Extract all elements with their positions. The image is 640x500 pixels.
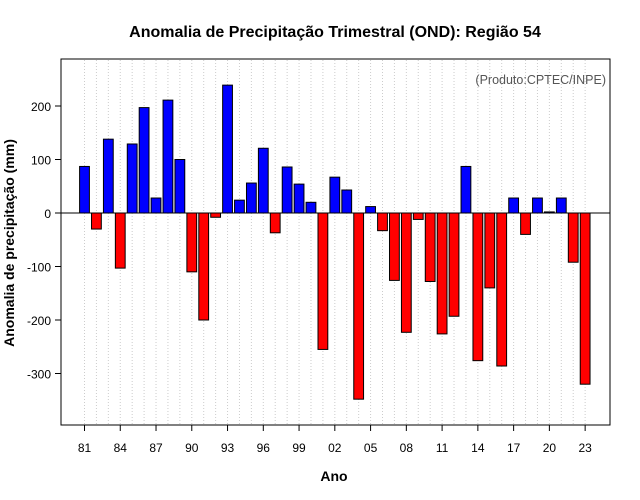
x-tick-label: 11 <box>436 441 449 455</box>
bar-96 <box>257 147 269 214</box>
bar-81 <box>79 165 90 214</box>
bar-09 <box>412 212 424 220</box>
x-tick-label: 93 <box>221 441 235 455</box>
x-tick-label: 02 <box>328 441 342 455</box>
bar-98 <box>281 166 293 214</box>
x-tick-label: 96 <box>257 441 271 455</box>
x-tick-label: 99 <box>292 441 306 455</box>
bar-97 <box>269 212 281 234</box>
bar-95 <box>245 182 257 214</box>
x-axis: 81 84 87 90 93 96 99 02 05 08 11 14 17 20 23 <box>78 425 592 455</box>
bar-10 <box>424 212 436 282</box>
bar-94 <box>234 199 245 214</box>
x-tick-label: 87 <box>149 441 163 455</box>
bar-08 <box>400 212 412 333</box>
x-axis-label: Ano <box>320 468 347 484</box>
y-tick-label: 0 <box>44 207 51 221</box>
x-tick-label: 08 <box>400 441 414 455</box>
bar-02 <box>329 176 341 214</box>
x-tick-label: 90 <box>185 441 199 455</box>
bar-14 <box>472 212 484 362</box>
bar-15 <box>484 212 496 289</box>
y-tick-label: -200 <box>27 314 51 328</box>
y-axis: -300 -200 -100 0 100 200 <box>27 100 61 382</box>
bar-83 <box>102 138 114 214</box>
bar-90 <box>186 212 198 273</box>
bar-11 <box>436 212 448 335</box>
bar-22 <box>567 212 579 263</box>
y-tick-label: -100 <box>27 261 51 275</box>
bar-86 <box>138 107 150 214</box>
x-tick-label: 81 <box>78 441 92 455</box>
bar-16 <box>496 212 508 367</box>
y-tick-label: 200 <box>31 100 51 114</box>
bar-03 <box>341 189 353 214</box>
chart-title: Anomalia de Precipitação Trimestral (OND… <box>129 24 541 41</box>
bar-01 <box>317 212 329 350</box>
x-tick-label: 05 <box>364 441 378 455</box>
bar-82 <box>91 212 102 230</box>
bar-85 <box>126 143 138 214</box>
bar-06 <box>377 212 388 232</box>
x-tick-label: 20 <box>543 441 557 455</box>
bar-91 <box>198 212 210 321</box>
bar-89 <box>174 159 186 214</box>
bar-18 <box>520 212 531 235</box>
bar-04 <box>353 212 365 400</box>
bar-19 <box>532 197 543 214</box>
plot-frame <box>60 58 611 426</box>
bar-93 <box>222 84 233 214</box>
x-tick-label: 84 <box>114 441 128 455</box>
bar-07 <box>389 212 400 281</box>
bar-00 <box>305 201 317 214</box>
bar-05 <box>365 206 376 214</box>
bar-13 <box>460 165 472 214</box>
vertical-gridlines <box>84 60 586 424</box>
bar-84 <box>114 212 126 269</box>
x-tick-label: 23 <box>578 441 592 455</box>
bar-88 <box>162 99 174 214</box>
x-tick-label: 17 <box>507 441 521 455</box>
source-note: (Produto:CPTEC/INPE) <box>475 73 606 87</box>
bar-12 <box>448 212 460 317</box>
bar-92 <box>210 212 222 218</box>
y-axis-label: Anomalia de precipitação (mm) <box>1 139 17 347</box>
bar-21 <box>555 197 567 214</box>
bar-99 <box>293 183 305 214</box>
x-tick-label: 14 <box>471 441 485 455</box>
bar-23 <box>579 212 591 385</box>
bar-17 <box>508 197 520 214</box>
bar-87 <box>150 197 162 214</box>
y-tick-label: 100 <box>31 154 51 168</box>
y-tick-label: -300 <box>27 368 51 382</box>
